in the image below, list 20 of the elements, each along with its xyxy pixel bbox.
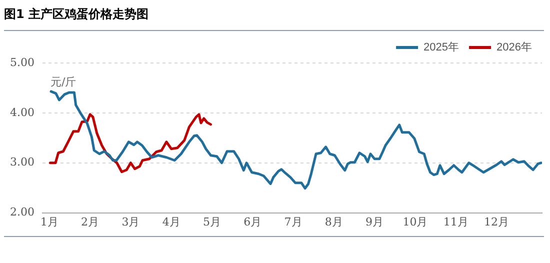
x-tick-label: 2月 — [81, 215, 100, 228]
x-tick-label: 1月 — [40, 215, 58, 228]
x-tick-label: 7月 — [284, 215, 302, 228]
y-tick-label: 3.00 — [10, 156, 34, 169]
y-tick-label: 4.00 — [10, 106, 34, 119]
x-tick-label: 12月 — [484, 215, 509, 228]
y-tick-label: 5.00 — [10, 56, 34, 69]
x-tick-label: 8月 — [324, 215, 343, 228]
x-tick-label: 10月 — [402, 215, 428, 228]
x-tick-label: 5月 — [202, 215, 221, 228]
x-tick-label: 9月 — [366, 215, 384, 228]
x-tick-label: 4月 — [162, 215, 180, 228]
y-axis-title: 元/斤 — [50, 75, 76, 88]
y-tick-label: 2.00 — [10, 206, 34, 219]
x-tick-label: 6月 — [244, 215, 262, 228]
x-tick-label: 3月 — [122, 215, 140, 228]
legend-label: 2025年 — [424, 42, 460, 54]
x-tick-label: 11月 — [443, 215, 468, 228]
legend-label: 2026年 — [496, 42, 532, 54]
chart-title: 图1 主产区鸡蛋价格走势图 — [4, 6, 149, 23]
